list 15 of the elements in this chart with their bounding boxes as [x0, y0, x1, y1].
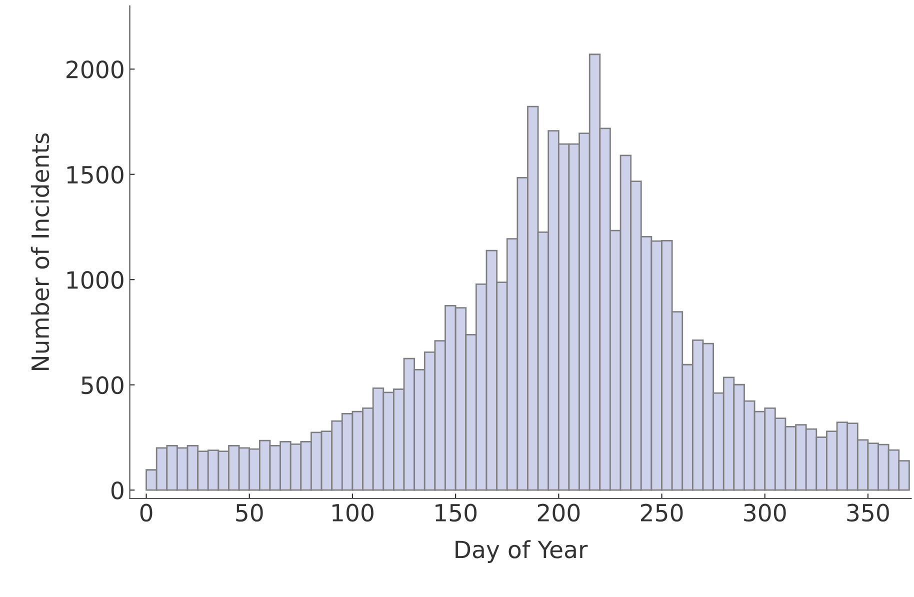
x-tick-label: 150 — [436, 504, 477, 522]
x-axis-title: Day of Year — [456, 540, 588, 563]
x-tick-label: 200 — [538, 504, 580, 522]
y-tick-label: 0 — [111, 482, 124, 500]
y-axis-title: Number of Incidents — [30, 133, 50, 370]
x-tick-label: 250 — [640, 504, 683, 522]
x-tick-label: 300 — [744, 504, 786, 522]
x-tick-label: 0 — [140, 504, 152, 522]
y-tick-label: 1500 — [67, 166, 124, 184]
y-tick-label: 1000 — [67, 271, 124, 289]
y-tick-label: 2000 — [66, 60, 124, 78]
x-tick-label: 50 — [236, 504, 263, 522]
x-tick-label: 100 — [332, 504, 374, 522]
x-tick-label: 350 — [847, 504, 889, 522]
y-tick-label: 500 — [82, 376, 124, 394]
